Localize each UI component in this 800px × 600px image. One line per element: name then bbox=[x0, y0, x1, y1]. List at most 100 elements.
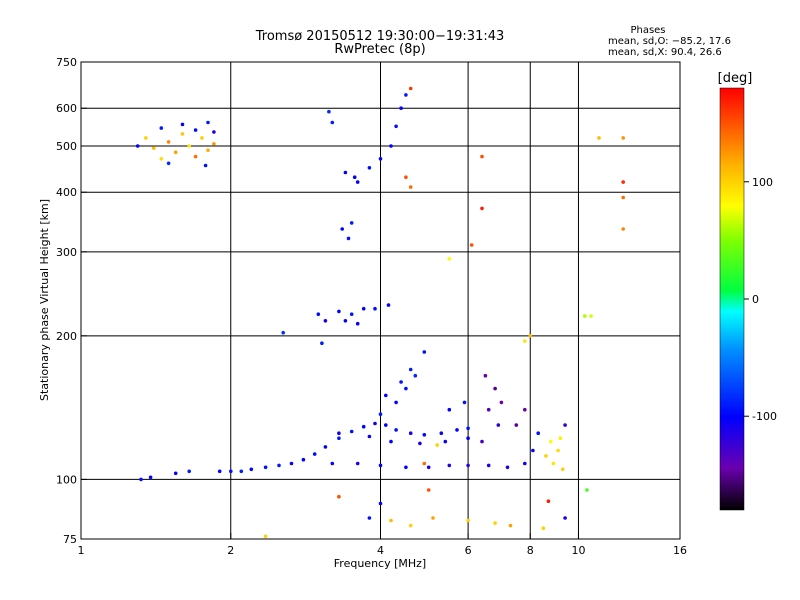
data-point bbox=[408, 185, 413, 189]
data-point bbox=[483, 373, 488, 378]
data-point bbox=[373, 306, 377, 311]
data-point bbox=[556, 448, 560, 453]
data-point bbox=[373, 421, 377, 426]
data-point bbox=[431, 516, 435, 520]
data-point bbox=[378, 501, 383, 506]
data-point bbox=[394, 124, 398, 129]
data-point bbox=[523, 461, 527, 466]
data-point bbox=[422, 433, 427, 437]
data-point bbox=[281, 330, 286, 335]
data-point bbox=[320, 341, 324, 346]
data-point bbox=[466, 426, 470, 431]
data-point bbox=[217, 469, 222, 474]
data-point bbox=[462, 400, 467, 405]
data-point bbox=[514, 423, 519, 427]
colorbar-tick-label: 0 bbox=[752, 293, 759, 306]
data-point bbox=[408, 431, 413, 436]
data-point bbox=[499, 400, 504, 405]
data-point bbox=[447, 257, 452, 261]
data-point bbox=[166, 161, 171, 166]
data-point bbox=[558, 436, 563, 441]
data-point bbox=[316, 312, 321, 317]
data-point bbox=[327, 109, 331, 114]
data-point bbox=[455, 428, 459, 432]
data-point bbox=[394, 428, 398, 432]
data-point bbox=[367, 434, 372, 439]
data-point bbox=[413, 373, 418, 378]
data-point bbox=[229, 469, 233, 474]
data-point bbox=[466, 463, 470, 468]
x-tick-label: 1 bbox=[78, 544, 85, 557]
colorbar-gradient bbox=[719, 87, 745, 511]
data-point bbox=[148, 475, 153, 480]
data-point bbox=[343, 319, 348, 323]
colorbar-ticks: 100 0 -100 bbox=[744, 176, 777, 423]
data-point bbox=[443, 439, 448, 444]
data-point bbox=[180, 132, 185, 136]
data-point bbox=[496, 423, 501, 427]
data-point bbox=[523, 407, 527, 412]
data-point bbox=[531, 448, 535, 453]
data-point bbox=[187, 144, 191, 148]
phases-o-stats: mean, sd,O: −85.2, 17.6 bbox=[608, 36, 731, 47]
data-point bbox=[203, 163, 208, 168]
data-point bbox=[549, 439, 553, 444]
data-point bbox=[422, 461, 427, 466]
data-point bbox=[151, 146, 156, 150]
data-point bbox=[159, 126, 164, 130]
x-tick-label: 10 bbox=[571, 544, 585, 557]
data-point bbox=[277, 463, 281, 468]
data-point bbox=[159, 157, 164, 161]
data-point bbox=[551, 461, 556, 466]
data-point bbox=[343, 170, 348, 175]
data-point bbox=[505, 465, 510, 470]
data-point bbox=[349, 312, 354, 317]
y-tick-label: 500 bbox=[56, 140, 77, 153]
data-point bbox=[249, 467, 254, 472]
data-point bbox=[486, 463, 491, 468]
data-point bbox=[323, 445, 328, 449]
data-point bbox=[330, 120, 335, 125]
data-point bbox=[323, 319, 328, 323]
data-point bbox=[585, 488, 589, 492]
data-point bbox=[561, 467, 565, 472]
y-tick-label: 100 bbox=[56, 473, 77, 486]
x-axis-label: Frequency [MHz] bbox=[334, 557, 426, 570]
data-point bbox=[389, 439, 393, 444]
data-point bbox=[337, 309, 341, 314]
chart-subtitle: RwPretec (8p) bbox=[334, 42, 425, 57]
data-point bbox=[480, 154, 484, 159]
data-point bbox=[212, 142, 216, 146]
y-tick-label: 600 bbox=[56, 102, 77, 115]
x-axis-ticks: 1 2 4 6 8 10 16 bbox=[78, 533, 687, 557]
data-point bbox=[439, 431, 444, 436]
data-point bbox=[404, 465, 408, 470]
data-point bbox=[546, 499, 551, 504]
data-point bbox=[289, 461, 294, 466]
data-point bbox=[389, 518, 393, 523]
colorbar: [deg] 100 0 -100 bbox=[718, 71, 777, 511]
x-tick-label: 4 bbox=[377, 544, 384, 557]
data-point bbox=[597, 136, 601, 140]
data-point bbox=[312, 452, 317, 456]
y-tick-label: 300 bbox=[56, 246, 77, 259]
data-point bbox=[367, 516, 372, 520]
data-point bbox=[435, 443, 440, 447]
data-point bbox=[367, 166, 372, 170]
gridlines bbox=[81, 62, 680, 539]
data-point bbox=[422, 350, 427, 354]
data-point bbox=[399, 106, 403, 110]
data-point bbox=[330, 461, 335, 466]
data-point bbox=[394, 400, 398, 405]
x-tick-label: 6 bbox=[465, 544, 472, 557]
data-point bbox=[528, 334, 533, 338]
data-point bbox=[447, 407, 452, 412]
data-point bbox=[408, 367, 413, 372]
data-points bbox=[135, 86, 625, 539]
data-point bbox=[408, 523, 413, 528]
data-point bbox=[206, 120, 210, 125]
data-point bbox=[536, 431, 540, 436]
phases-x-stats: mean, sd,X: 90.4, 26.6 bbox=[608, 47, 722, 58]
data-point bbox=[426, 465, 431, 470]
x-tick-label: 8 bbox=[527, 544, 534, 557]
